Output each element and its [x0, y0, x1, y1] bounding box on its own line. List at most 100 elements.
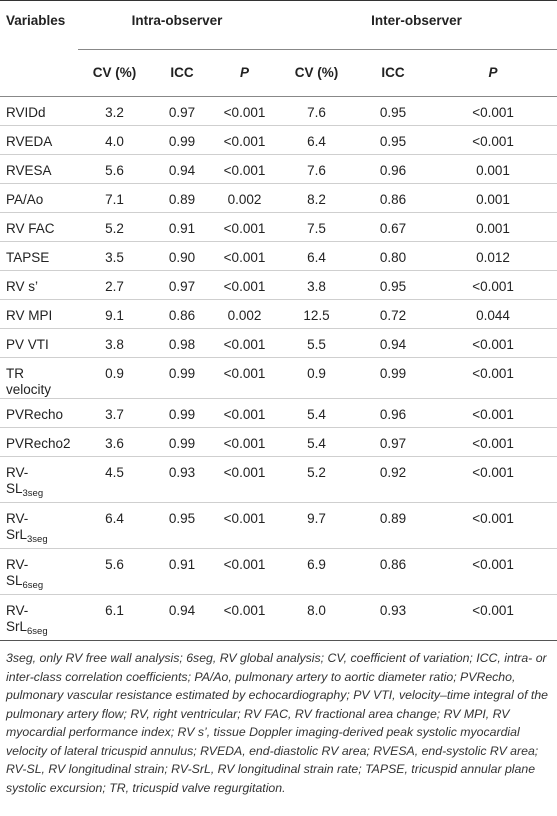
cell-inter-icc: 0.95 — [379, 134, 407, 149]
cell-inter-icc: 0.92 — [379, 465, 407, 480]
table-row: PVRecho 3.7 0.99 <0.001 5.4 0.96 <0.001 — [0, 399, 557, 428]
cell-inter-icc: 0.97 — [379, 436, 407, 451]
cell-inter-icc: 0.96 — [379, 407, 407, 422]
row-variable: TR velocity — [0, 358, 78, 399]
header-blank — [0, 50, 78, 97]
cell-intra-icc: 0.98 — [168, 337, 196, 352]
cell-intra-p: <0.001 — [223, 279, 266, 294]
cell-intra-p: <0.001 — [223, 337, 266, 352]
cell-inter-p: <0.001 — [472, 465, 514, 480]
cell-intra-p: <0.001 — [223, 221, 266, 236]
header-row-groups: Variables Intra-observer Inter-observer — [0, 0, 557, 50]
cell-intra-cv: 5.6 — [105, 163, 124, 178]
cell-inter-p: <0.001 — [472, 337, 514, 352]
cell-intra-p: 0.002 — [227, 308, 262, 323]
table-row: PV VTI 3.8 0.98 <0.001 5.5 0.94 <0.001 — [0, 329, 557, 358]
cell-intra-p: <0.001 — [223, 557, 266, 572]
cell-intra-icc: 0.99 — [168, 366, 196, 381]
cell-intra-cv: 4.0 — [105, 134, 124, 149]
cell-intra-p: <0.001 — [223, 366, 266, 381]
header-intra-p: P — [240, 65, 250, 80]
cell-inter-icc: 0.95 — [379, 105, 407, 120]
reliability-table: Variables Intra-observer Inter-observer … — [0, 0, 557, 641]
cell-intra-cv: 2.7 — [105, 279, 124, 294]
cell-inter-p: <0.001 — [472, 557, 514, 572]
cell-inter-p: 0.001 — [476, 163, 510, 178]
header-intra-observer: Intra-observer — [78, 0, 277, 50]
cell-intra-cv: 3.2 — [105, 105, 124, 120]
table-row: RV- SL6seg 5.6 0.91 <0.001 6.9 0.86 <0.00… — [0, 549, 557, 595]
cell-intra-icc: 0.97 — [168, 105, 196, 120]
row-variable: PVRecho2 — [6, 436, 71, 451]
cell-intra-p: <0.001 — [223, 250, 266, 265]
table-row: RV s’ 2.7 0.97 <0.001 3.8 0.95 <0.001 — [0, 271, 557, 300]
cell-inter-icc: 0.96 — [379, 163, 407, 178]
cell-intra-cv: 7.1 — [105, 192, 124, 207]
cell-intra-p: <0.001 — [223, 603, 266, 618]
header-row-metrics: CV (%) ICC P CV (%) ICC P — [0, 50, 557, 97]
cell-intra-cv: 3.8 — [105, 337, 124, 352]
row-variable: RV MPI — [6, 308, 53, 323]
table-row: RV FAC 5.2 0.91 <0.001 7.5 0.67 0.001 — [0, 213, 557, 242]
cell-inter-cv: 0.9 — [307, 366, 326, 381]
row-variable-subscript: 6seg — [27, 626, 48, 637]
cell-inter-p: <0.001 — [472, 134, 514, 149]
cell-inter-p: 0.001 — [476, 192, 510, 207]
cell-inter-p: 0.001 — [476, 221, 510, 236]
table-row: TAPSE 3.5 0.90 <0.001 6.4 0.80 0.012 — [0, 242, 557, 271]
cell-intra-p: 0.002 — [227, 192, 262, 207]
row-variable: RVEDA — [6, 134, 53, 149]
cell-inter-icc: 0.86 — [379, 557, 407, 572]
cell-intra-icc: 0.99 — [168, 407, 196, 422]
cell-intra-icc: 0.86 — [168, 308, 196, 323]
cell-inter-p: <0.001 — [472, 511, 514, 526]
cell-intra-cv: 9.1 — [105, 308, 124, 323]
cell-intra-cv: 3.5 — [105, 250, 124, 265]
cell-intra-cv: 3.7 — [105, 407, 124, 422]
cell-inter-icc: 0.89 — [379, 511, 407, 526]
table-footnote: 3seg, only RV free wall analysis; 6seg, … — [6, 651, 549, 795]
table-body: RVIDd 3.2 0.97 <0.001 7.6 0.95 <0.001 RV… — [0, 97, 557, 641]
cell-inter-p: <0.001 — [472, 279, 514, 294]
cell-inter-icc: 0.72 — [379, 308, 407, 323]
cell-intra-p: <0.001 — [223, 511, 266, 526]
cell-intra-cv: 5.6 — [105, 557, 124, 572]
row-variable-subscript: 3seg — [22, 488, 44, 499]
header-variables: Variables — [6, 13, 66, 28]
row-variable-line1: RV- — [6, 603, 29, 618]
header-inter-p: P — [488, 65, 498, 80]
cell-intra-p: <0.001 — [223, 407, 266, 422]
cell-inter-p: <0.001 — [472, 436, 514, 451]
cell-inter-p: 0.012 — [476, 250, 510, 265]
cell-intra-p: <0.001 — [223, 134, 266, 149]
cell-intra-p: <0.001 — [223, 465, 266, 480]
row-variable: RV- SrL6seg — [0, 595, 78, 641]
row-variable-subscript: 3seg — [27, 534, 48, 545]
row-variable-line2: SL — [6, 573, 23, 588]
cell-inter-cv: 5.4 — [307, 407, 326, 422]
row-variable: RV- SL6seg — [0, 549, 78, 595]
cell-intra-cv: 0.9 — [105, 366, 124, 381]
header-intra-cv: CV (%) — [92, 65, 137, 80]
cell-inter-icc: 0.67 — [379, 221, 407, 236]
table-row: PVRecho2 3.6 0.99 <0.001 5.4 0.97 <0.001 — [0, 428, 557, 457]
table-row: RVESA 5.6 0.94 <0.001 7.6 0.96 0.001 — [0, 155, 557, 184]
row-variable: RV- SL3seg — [0, 457, 78, 503]
row-variable: PVRecho — [6, 407, 64, 422]
row-variable-line2: velocity — [6, 382, 52, 397]
table-row: RV- SrL3seg 6.4 0.95 <0.001 9.7 0.89 <0.0… — [0, 503, 557, 549]
cell-intra-cv: 6.4 — [105, 511, 124, 526]
cell-intra-cv: 5.2 — [105, 221, 124, 236]
cell-intra-icc: 0.91 — [168, 221, 196, 236]
header-inter-icc: ICC — [381, 65, 405, 80]
row-variable-line1: TR — [6, 366, 24, 381]
row-variable: PA/Ao — [6, 192, 44, 207]
table-row: RV MPI 9.1 0.86 0.002 12.5 0.72 0.044 — [0, 300, 557, 329]
cell-intra-icc: 0.99 — [168, 134, 196, 149]
cell-inter-icc: 0.94 — [379, 337, 407, 352]
cell-inter-cv: 12.5 — [303, 308, 330, 323]
row-variable: RVESA — [6, 163, 52, 178]
table-row: RVEDA 4.0 0.99 <0.001 6.4 0.95 <0.001 — [0, 126, 557, 155]
cell-inter-cv: 8.2 — [307, 192, 326, 207]
cell-inter-cv: 5.2 — [307, 465, 326, 480]
